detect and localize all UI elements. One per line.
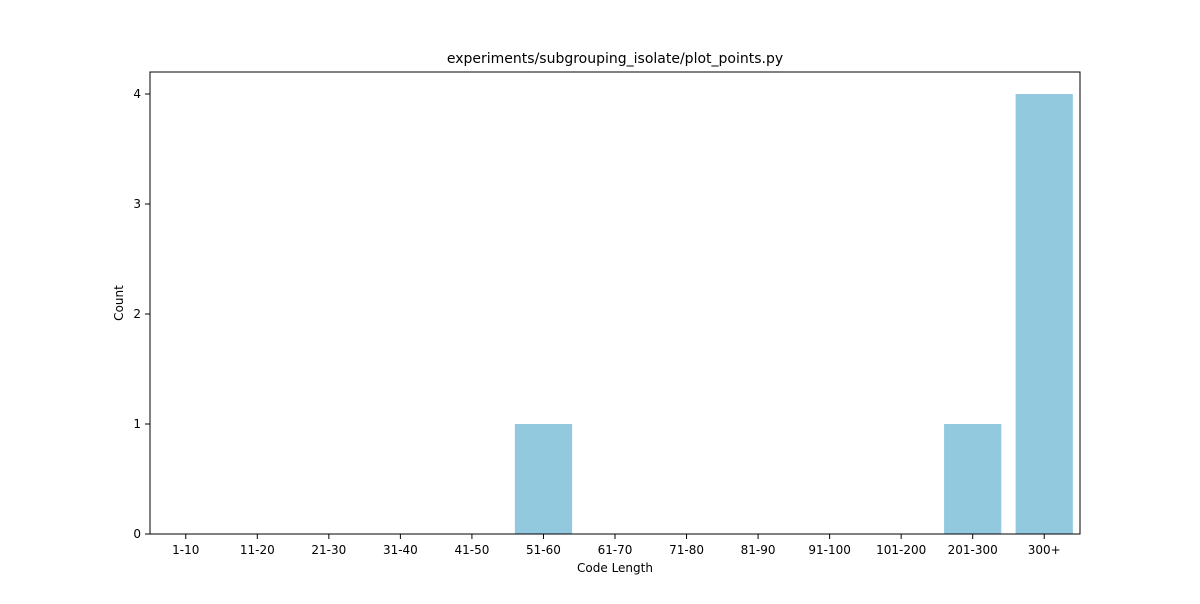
x-tick-label: 31-40 [383, 543, 418, 557]
y-axis-label: Count [112, 285, 126, 321]
bars-layer [514, 94, 1073, 534]
y-tick-label: 0 [133, 527, 141, 541]
x-tick-label: 201-300 [948, 543, 998, 557]
y-tick-label: 1 [133, 417, 141, 431]
x-tick-label: 21-30 [311, 543, 346, 557]
x-tick-label: 71-80 [669, 543, 704, 557]
x-tick-label: 300+ [1028, 543, 1061, 557]
bar [1015, 94, 1073, 534]
bar [514, 424, 573, 534]
x-tick-label: 81-90 [741, 543, 776, 557]
x-tick-label: 51-60 [526, 543, 561, 557]
x-tick-label: 61-70 [598, 543, 633, 557]
y-tick-label: 2 [133, 307, 141, 321]
plot-area-frame [149, 71, 1081, 535]
x-tick-label: 11-20 [240, 543, 275, 557]
x-tick-label: 101-200 [876, 543, 926, 557]
y-axis-ticks: 0 1 2 3 4 [133, 87, 150, 541]
x-axis-ticks: 1-10 11-20 21-30 31-40 41-50 51-60 61-70 71-80 8… [172, 534, 1061, 557]
x-tick-label: 91-100 [808, 543, 851, 557]
chart-title: experiments/subgrouping_isolate/plot_poi… [447, 51, 783, 67]
x-axis-label: Code Length [577, 561, 653, 575]
x-tick-label: 1-10 [172, 543, 199, 557]
y-tick-label: 3 [133, 197, 141, 211]
x-tick-label: 41-50 [454, 543, 489, 557]
y-tick-label: 4 [133, 87, 141, 101]
bar [944, 424, 1002, 534]
